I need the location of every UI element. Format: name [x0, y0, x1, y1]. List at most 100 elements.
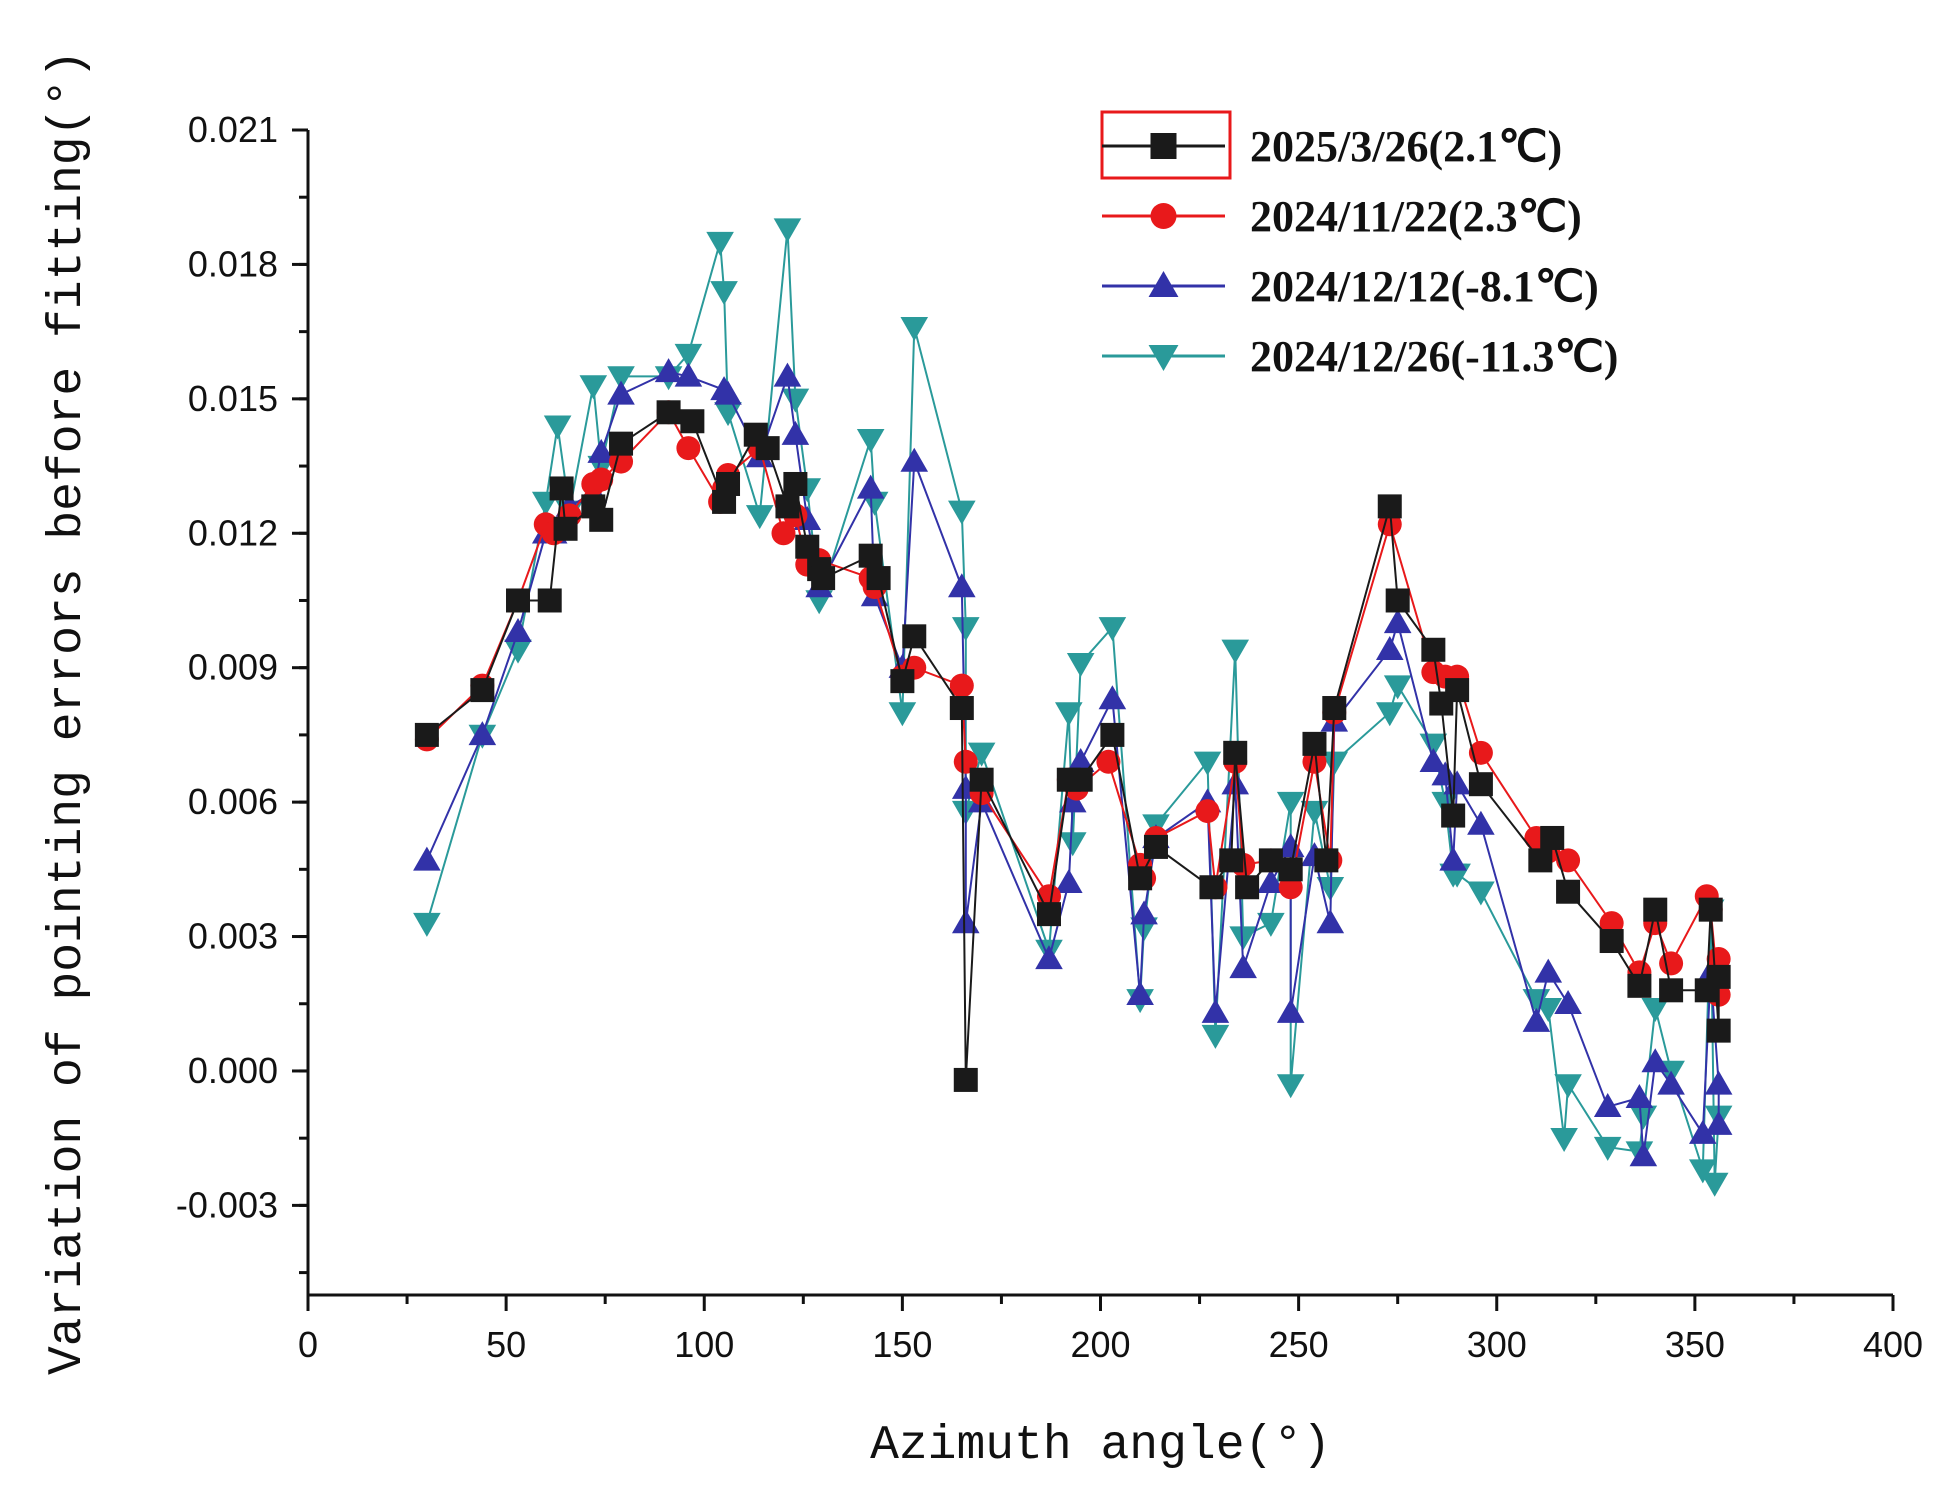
data-point	[537, 588, 562, 613]
x-tick-label: 200	[1070, 1324, 1130, 1365]
x-tick-label: 250	[1269, 1324, 1329, 1365]
x-tick-label: 100	[674, 1324, 734, 1365]
data-point	[1629, 1142, 1658, 1167]
data-point	[1468, 772, 1493, 797]
data-point	[1445, 678, 1470, 703]
data-point	[1130, 900, 1158, 925]
data-point	[1035, 945, 1063, 970]
data-point	[1700, 1172, 1729, 1197]
data-point	[413, 846, 441, 871]
data-point	[1201, 1024, 1230, 1049]
series-layer	[413, 218, 1733, 1197]
data-point	[781, 420, 810, 445]
data-point	[745, 505, 774, 530]
x-axis-title: Azimuth angle(°)	[870, 1419, 1331, 1473]
y-axis-title: Variation of pointing errors before fitt…	[41, 50, 95, 1375]
data-point	[1193, 751, 1222, 776]
y-tick-label: 0.006	[188, 781, 278, 822]
legend-item: 2024/12/26(-11.3℃)	[1102, 332, 1618, 381]
data-point	[1322, 696, 1347, 721]
data-point	[888, 702, 917, 727]
data-point	[1659, 951, 1684, 976]
data-point	[1641, 998, 1670, 1023]
data-point	[1689, 1119, 1717, 1144]
data-point	[811, 566, 836, 591]
x-tick-label: 400	[1863, 1324, 1923, 1365]
data-point	[1659, 978, 1684, 1003]
data-point	[1534, 958, 1563, 983]
data-point	[1550, 1127, 1578, 1152]
data-point	[1257, 868, 1285, 893]
data-point	[949, 673, 974, 698]
data-point	[1377, 494, 1402, 519]
legend-label: 2025/3/26(2.1℃)	[1250, 122, 1562, 171]
data-point	[680, 409, 705, 434]
data-point	[607, 380, 635, 405]
data-point	[951, 909, 980, 934]
data-point	[1593, 1136, 1622, 1161]
data-point	[1419, 747, 1448, 772]
data-point	[1467, 881, 1495, 906]
data-point	[1221, 639, 1250, 664]
data-point	[949, 696, 974, 721]
data-point	[607, 366, 635, 391]
x-tick-label: 0	[298, 1324, 318, 1365]
data-point	[773, 362, 802, 387]
data-point	[783, 471, 808, 496]
axes	[306, 130, 1893, 1297]
data-point	[1706, 1018, 1731, 1043]
legend-marker	[1150, 203, 1177, 229]
data-point	[1467, 810, 1495, 835]
series-1	[414, 400, 1731, 1092]
data-point	[1055, 702, 1083, 727]
data-point	[953, 1067, 978, 1092]
data-point	[1098, 617, 1127, 642]
data-point	[1143, 834, 1168, 859]
data-point	[589, 467, 614, 492]
data-point	[1223, 740, 1248, 765]
data-point	[1314, 848, 1339, 873]
data-point	[414, 722, 439, 747]
data-point	[654, 358, 683, 383]
data-point	[1625, 1084, 1654, 1109]
data-point	[755, 436, 780, 461]
x-tick-label: 350	[1665, 1324, 1725, 1365]
data-point	[1068, 767, 1093, 792]
y-tick-label: 0.003	[188, 916, 278, 957]
data-point	[1383, 609, 1412, 634]
data-point	[1221, 770, 1250, 795]
x-tick-label: 50	[486, 1324, 526, 1365]
data-point	[1383, 675, 1412, 700]
data-point	[1641, 1048, 1670, 1073]
data-point	[1554, 989, 1582, 1014]
data-point	[856, 474, 885, 499]
data-point	[890, 669, 915, 694]
legend-label: 2024/12/12(-8.1℃)	[1250, 262, 1599, 311]
data-point	[948, 500, 976, 525]
data-point	[710, 281, 738, 306]
data-point	[771, 521, 796, 546]
axis-ticks: 0 50 100 150 200 250 300 350 400 -0.003 0.000 0.003…	[176, 109, 1923, 1365]
data-point	[609, 431, 634, 456]
data-point	[1098, 685, 1127, 710]
data-point	[1657, 1070, 1685, 1095]
data-point	[468, 721, 497, 746]
data-point	[1066, 747, 1095, 772]
legend-label: 2024/11/22(2.3℃)	[1250, 192, 1582, 241]
legend-item: 2024/12/12(-8.1℃)	[1102, 262, 1599, 311]
data-point	[1556, 848, 1581, 873]
y-tick-label: 0.009	[188, 647, 278, 688]
data-point	[1229, 926, 1257, 951]
data-point	[1643, 897, 1668, 922]
data-point	[579, 375, 608, 400]
data-point	[549, 476, 574, 501]
data-point	[1629, 1105, 1658, 1130]
legend-item: 2025/3/26(2.1℃)	[1102, 122, 1562, 171]
data-point	[1441, 803, 1466, 828]
data-point	[866, 566, 891, 591]
y-tick-label: 0.000	[188, 1050, 278, 1091]
data-point	[504, 639, 532, 664]
data-point	[969, 767, 994, 792]
data-point	[1257, 912, 1285, 937]
